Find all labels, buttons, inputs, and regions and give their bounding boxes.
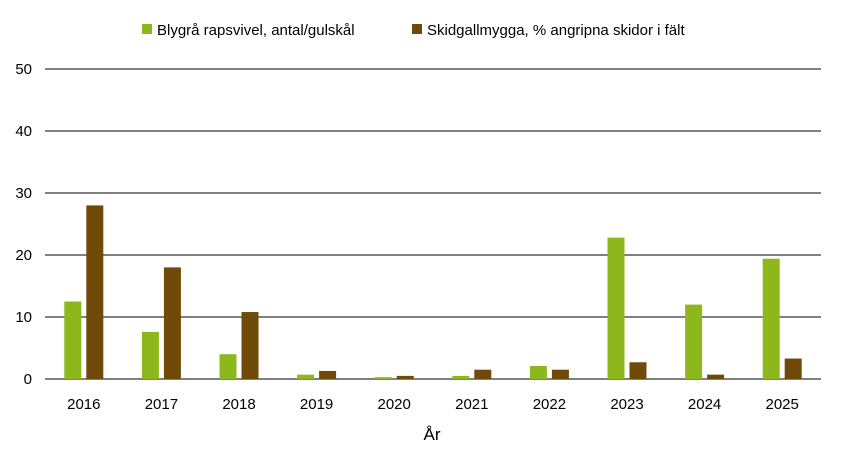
legend: Blygrå rapsvivel, antal/gulskål Skidgallm…	[142, 22, 685, 39]
bar-rapsvivel-2024	[685, 304, 703, 379]
legend-label: Skidgallmygga, % angripna skidor i fält	[427, 22, 685, 39]
bar-rapsvivel-2017	[141, 331, 159, 379]
bar-skidgallmygga-2021	[474, 369, 492, 379]
y-tick-label: 0	[24, 371, 32, 388]
bar-skidgallmygga-2022	[551, 369, 569, 379]
x-axis-title: År	[424, 425, 441, 444]
y-axis-tick-labels: 0 10 20 30 40 50	[15, 61, 32, 388]
bar-skidgallmygga-2025	[784, 358, 802, 379]
x-tick-label: 2022	[533, 396, 566, 413]
bar-rapsvivel-2019	[297, 374, 315, 379]
y-tick-label: 20	[15, 247, 32, 264]
bar-rapsvivel-2018	[219, 354, 237, 379]
bar-skidgallmygga-2023	[629, 362, 647, 379]
x-tick-label: 2017	[145, 396, 178, 413]
gridlines	[45, 68, 821, 380]
bar-rapsvivel-2016	[64, 301, 82, 379]
bar-rapsvivel-2025	[762, 258, 780, 379]
bar-skidgallmygga-2024	[707, 374, 725, 379]
x-tick-label: 2020	[378, 396, 411, 413]
bar-skidgallmygga-2016	[86, 205, 104, 379]
y-tick-label: 30	[15, 185, 32, 202]
x-tick-label: 2019	[300, 396, 333, 413]
x-tick-label: 2023	[610, 396, 643, 413]
x-tick-label: 2021	[455, 396, 488, 413]
x-tick-label: 2025	[766, 396, 799, 413]
bar-rapsvivel-2021	[452, 375, 470, 379]
bar-skidgallmygga-2018	[241, 312, 259, 379]
x-axis-tick-labels: 2016 2017 2018 2019 2020 2021 2022 2023 2024 2025	[67, 396, 799, 413]
y-tick-label: 50	[15, 61, 32, 78]
legend-label: Blygrå rapsvivel, antal/gulskål	[157, 22, 355, 39]
x-tick-label: 2024	[688, 396, 721, 413]
bar-skidgallmygga-2019	[319, 370, 337, 379]
bar-skidgallmygga-2017	[163, 267, 181, 379]
legend-swatch	[412, 24, 422, 34]
y-tick-label: 40	[15, 123, 32, 140]
x-tick-label: 2018	[222, 396, 255, 413]
legend-swatch	[142, 24, 152, 34]
bar-rapsvivel-2022	[529, 365, 547, 379]
bars	[64, 205, 802, 379]
y-tick-label: 10	[15, 309, 32, 326]
bar-rapsvivel-2020	[374, 377, 392, 379]
x-tick-label: 2016	[67, 396, 100, 413]
bar-rapsvivel-2023	[607, 237, 625, 379]
bar-skidgallmygga-2020	[396, 375, 414, 379]
